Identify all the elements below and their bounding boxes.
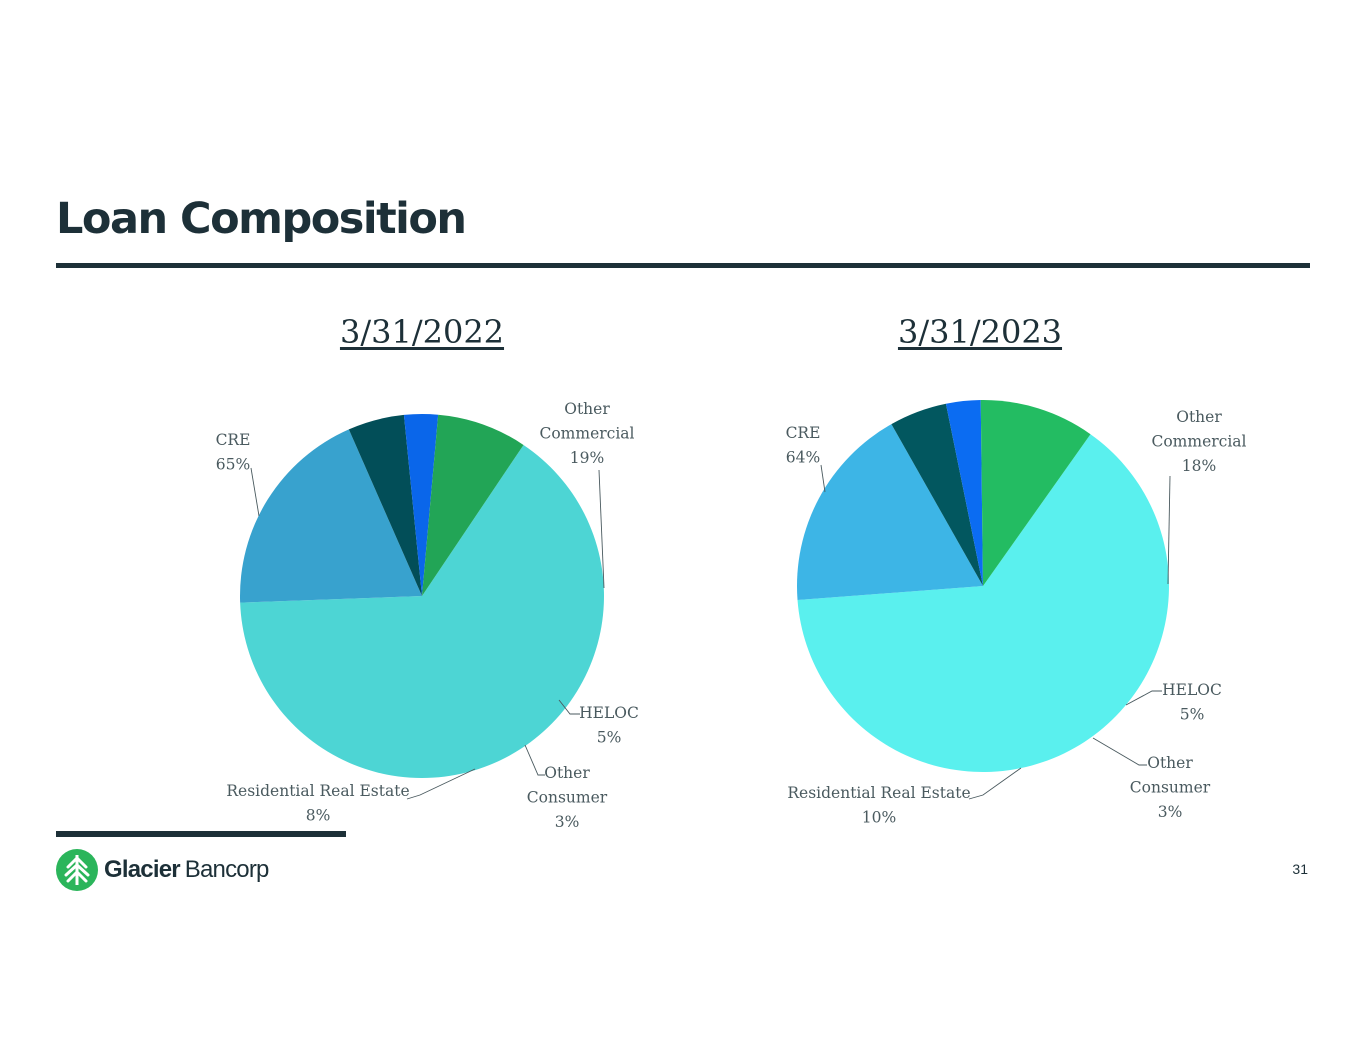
leader-line-other-commercial-2023 bbox=[1167, 475, 1171, 585]
chart-title-2023: 3/31/2023 bbox=[897, 313, 1063, 351]
leader-line-other-consumer-2022 bbox=[524, 744, 545, 776]
leader-line-heloc-2022 bbox=[558, 699, 580, 715]
pie-slice-heloc-2022 bbox=[348, 414, 422, 596]
tree-icon bbox=[56, 849, 98, 891]
title-divider bbox=[56, 263, 1310, 268]
data-label-residential-real-estate-2023: Residential Real Estate 10% bbox=[787, 784, 970, 827]
data-label-other-commercial-2023: Other Commercial 18% bbox=[1151, 408, 1246, 475]
leader-line-cre-2022 bbox=[250, 467, 260, 517]
pie-slice-residential-real-estate-2022 bbox=[422, 414, 524, 596]
logo-text-glacier: Glacier bbox=[104, 856, 181, 883]
leader-line-cre-2023 bbox=[820, 464, 826, 493]
data-label-heloc-2022: HELOC 5% bbox=[579, 704, 639, 747]
leader-line-heloc-2023 bbox=[1125, 690, 1162, 706]
pie-slice-other-consumer-2023 bbox=[945, 400, 983, 586]
data-label-cre-2022: CRE 65% bbox=[216, 431, 251, 474]
data-label-other-consumer-2023: Other Consumer 3% bbox=[1130, 754, 1211, 821]
glacier-bancorp-logo: Glacier Bancorp bbox=[56, 848, 269, 892]
data-label-other-consumer-2022: Other Consumer 3% bbox=[527, 764, 608, 831]
data-label-heloc-2023: HELOC 5% bbox=[1162, 681, 1222, 724]
data-label-cre-2023: CRE 64% bbox=[786, 424, 821, 467]
pie-slice-heloc-2023 bbox=[891, 403, 983, 586]
page-title: Loan Composition bbox=[56, 194, 467, 244]
pie-slice-other-consumer-2022 bbox=[403, 413, 439, 596]
logo-text-bancorp: Bancorp bbox=[184, 856, 270, 883]
leader-line-residential-real-estate-2022 bbox=[406, 768, 476, 800]
leader-line-other-consumer-2023 bbox=[1092, 737, 1147, 766]
pie-slice-cre-2023 bbox=[797, 434, 1169, 773]
pie-slice-cre-2022 bbox=[240, 444, 604, 779]
leader-line-other-commercial-2022 bbox=[598, 469, 605, 589]
data-label-residential-real-estate-2022: Residential Real Estate 8% bbox=[226, 782, 409, 825]
page-number: 31 bbox=[1292, 861, 1308, 877]
pie-slice-other-commercial-2022 bbox=[239, 429, 422, 603]
chart-title-2022: 3/31/2022 bbox=[339, 313, 505, 351]
data-label-other-commercial-2022: Other Commercial 19% bbox=[539, 400, 634, 467]
footer-divider bbox=[56, 831, 346, 837]
leader-line-residential-real-estate-2023 bbox=[968, 767, 1022, 800]
pie-slice-other-commercial-2023 bbox=[796, 424, 983, 600]
pie-slice-residential-real-estate-2023 bbox=[980, 399, 1091, 586]
